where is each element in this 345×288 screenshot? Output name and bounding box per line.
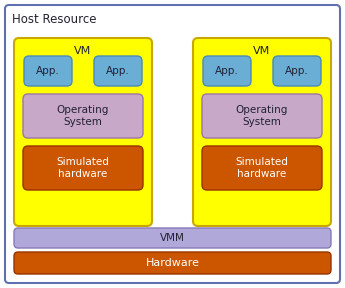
Text: Host Resource: Host Resource bbox=[12, 13, 97, 26]
Text: Simulated
hardware: Simulated hardware bbox=[236, 157, 288, 179]
Text: VM: VM bbox=[75, 46, 92, 56]
Text: App.: App. bbox=[36, 66, 60, 76]
Text: VMM: VMM bbox=[160, 233, 185, 243]
Text: App.: App. bbox=[215, 66, 239, 76]
FancyBboxPatch shape bbox=[23, 94, 143, 138]
Text: Hardware: Hardware bbox=[146, 258, 199, 268]
FancyBboxPatch shape bbox=[14, 252, 331, 274]
FancyBboxPatch shape bbox=[202, 94, 322, 138]
FancyBboxPatch shape bbox=[193, 38, 331, 226]
Text: App.: App. bbox=[285, 66, 309, 76]
FancyBboxPatch shape bbox=[24, 56, 72, 86]
FancyBboxPatch shape bbox=[273, 56, 321, 86]
Text: Operating
System: Operating System bbox=[236, 105, 288, 127]
FancyBboxPatch shape bbox=[5, 5, 340, 283]
FancyBboxPatch shape bbox=[203, 56, 251, 86]
Text: Simulated
hardware: Simulated hardware bbox=[57, 157, 109, 179]
FancyBboxPatch shape bbox=[14, 38, 152, 226]
Text: Operating
System: Operating System bbox=[57, 105, 109, 127]
Text: VM: VM bbox=[253, 46, 270, 56]
Text: App.: App. bbox=[106, 66, 130, 76]
FancyBboxPatch shape bbox=[94, 56, 142, 86]
FancyBboxPatch shape bbox=[14, 228, 331, 248]
FancyBboxPatch shape bbox=[202, 146, 322, 190]
FancyBboxPatch shape bbox=[23, 146, 143, 190]
